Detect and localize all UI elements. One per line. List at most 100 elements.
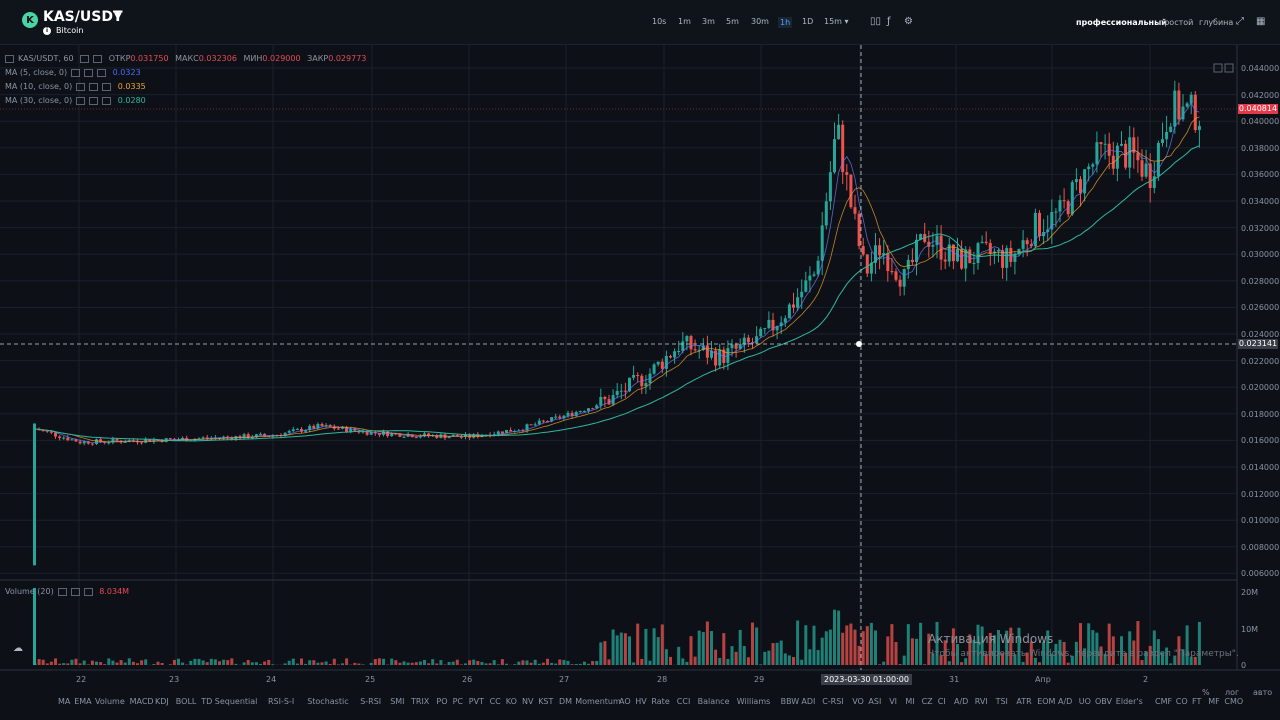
indicator-button[interactable]: BOLL	[175, 697, 197, 706]
indicator-button[interactable]: Rate	[651, 697, 670, 706]
drawing-tools-icon[interactable]: ☁	[13, 643, 23, 654]
pair-selector[interactable]: KAS/USDT	[43, 9, 123, 25]
indicator-button[interactable]: TRIX	[411, 697, 430, 706]
indicator-button[interactable]: SMI	[390, 697, 405, 706]
chevron-down-icon[interactable]: ▼	[114, 11, 122, 22]
log-scale-button[interactable]: лог	[1225, 688, 1240, 697]
indicator-button[interactable]: DM	[559, 697, 573, 706]
legend-toggle-icon[interactable]	[5, 54, 14, 63]
close-icon[interactable]	[97, 68, 107, 77]
indicator-button[interactable]: Balance	[697, 697, 730, 706]
indicator-button[interactable]: Williams	[736, 697, 771, 706]
volume-bar	[902, 655, 906, 665]
indicator-button[interactable]: NV	[522, 697, 534, 706]
indicator-button[interactable]: MACD	[129, 697, 154, 706]
indicator-button[interactable]: PVT	[468, 697, 484, 706]
indicator-button[interactable]: A/D	[1058, 697, 1073, 706]
indicator-button[interactable]: CZ	[921, 697, 933, 706]
indicator-button[interactable]: OBV	[1095, 697, 1113, 706]
close-icon[interactable]	[102, 96, 112, 105]
mode-professional[interactable]: профессиональный	[1076, 18, 1167, 27]
indicator-button[interactable]: KST	[538, 697, 554, 706]
indicator-button[interactable]: Momentum	[575, 697, 621, 706]
timeframe-1m[interactable]: 1m	[678, 17, 691, 26]
indicator-button[interactable]: CMO	[1224, 697, 1244, 706]
settings-icon[interactable]	[89, 82, 99, 91]
mode-depth[interactable]: глубина	[1199, 18, 1234, 27]
indicator-button[interactable]: A/D	[954, 697, 969, 706]
candle-body	[1079, 179, 1082, 194]
indicator-button[interactable]: EOM	[1037, 697, 1056, 706]
visibility-icon[interactable]	[80, 54, 90, 63]
timeframe-1d[interactable]: 1D	[802, 17, 814, 26]
mode-simple[interactable]: простой	[1159, 18, 1194, 27]
price-axis-label: 0.018000	[1241, 409, 1280, 419]
indicator-button[interactable]: VI	[889, 697, 898, 706]
indicator-button[interactable]: Volume	[95, 697, 125, 706]
indicator-button[interactable]: ASI	[868, 697, 882, 706]
timeframe-30m[interactable]: 30m	[751, 17, 769, 26]
indicator-button[interactable]: C-RSI	[822, 697, 844, 706]
volume-bar	[628, 636, 631, 665]
indicator-button[interactable]: BBW	[780, 697, 800, 706]
indicator-button[interactable]: FT	[1192, 697, 1202, 706]
timeframe-5m[interactable]: 5m	[726, 17, 739, 26]
indicator-button[interactable]: AO	[619, 697, 631, 706]
visibility-icon[interactable]	[57, 587, 67, 596]
indicator-button[interactable]: Stochastic	[307, 697, 349, 706]
indicator-button[interactable]: CI	[937, 697, 946, 706]
candle-body	[1169, 126, 1173, 132]
settings-icon[interactable]	[84, 68, 94, 77]
indicator-button[interactable]: MI	[905, 697, 915, 706]
indicator-button[interactable]: HV	[635, 697, 647, 706]
indicator-button[interactable]: ADI	[801, 697, 816, 706]
timeframe-1h[interactable]: 1h	[778, 17, 793, 28]
timeframe-15m-dropdown[interactable]: 15m ▾	[824, 17, 849, 26]
volume-bar	[263, 661, 267, 665]
indicators-icon[interactable]: ƒ	[887, 16, 891, 27]
indicator-button[interactable]: CC	[489, 697, 501, 706]
indicator-button[interactable]: RVI	[974, 697, 988, 706]
settings-icon[interactable]	[89, 96, 99, 105]
indicator-button[interactable]: RSI-S-I	[268, 697, 295, 706]
indicator-button[interactable]: KO	[505, 697, 517, 706]
settings-icon[interactable]: ⚙	[904, 16, 913, 27]
candle-body	[1038, 212, 1041, 237]
candle-body	[898, 279, 902, 287]
candle-body	[681, 341, 685, 351]
timeframe-10s[interactable]: 10s	[652, 17, 667, 26]
settings-icon[interactable]	[70, 587, 80, 596]
indicator-button[interactable]: CMF	[1155, 697, 1173, 706]
volume-bar	[693, 656, 697, 665]
indicator-button[interactable]: PC	[452, 697, 464, 706]
indicator-button[interactable]: CCI	[676, 697, 691, 706]
auto-scale-button[interactable]: авто	[1253, 688, 1273, 697]
indicator-button[interactable]: Elder's	[1115, 697, 1143, 706]
visibility-icon[interactable]	[71, 68, 81, 77]
indicator-button[interactable]: EMA	[74, 697, 92, 706]
timeframe-3m[interactable]: 3m	[702, 17, 715, 26]
close-icon[interactable]	[83, 587, 93, 596]
indicator-button[interactable]: CO	[1175, 697, 1188, 706]
indicator-button[interactable]: VO	[852, 697, 864, 706]
settings-icon[interactable]	[93, 54, 103, 63]
info-icon[interactable]: i	[43, 27, 51, 35]
fullscreen-icon[interactable]: ⤢	[1236, 16, 1244, 27]
indicator-button[interactable]: MF	[1208, 697, 1220, 706]
candle-body	[156, 439, 160, 441]
indicator-button[interactable]: TD Sequential	[201, 697, 258, 706]
indicator-button[interactable]: UO	[1078, 697, 1091, 706]
visibility-icon[interactable]	[76, 82, 86, 91]
indicator-button[interactable]: KDJ	[155, 697, 169, 706]
percent-scale-button[interactable]: %	[1202, 688, 1210, 697]
candles-icon[interactable]: ▯▯	[870, 16, 882, 27]
indicator-button[interactable]: MA	[58, 697, 71, 706]
layout-grid-icon[interactable]: ▦	[1256, 16, 1266, 27]
close-icon[interactable]	[102, 82, 112, 91]
indicator-button[interactable]: PO	[436, 697, 448, 706]
visibility-icon[interactable]	[76, 96, 86, 105]
indicator-button[interactable]: TSI	[995, 697, 1008, 706]
indicator-button[interactable]: S-RSI	[360, 697, 382, 706]
indicator-button[interactable]: ATR	[1016, 697, 1032, 706]
